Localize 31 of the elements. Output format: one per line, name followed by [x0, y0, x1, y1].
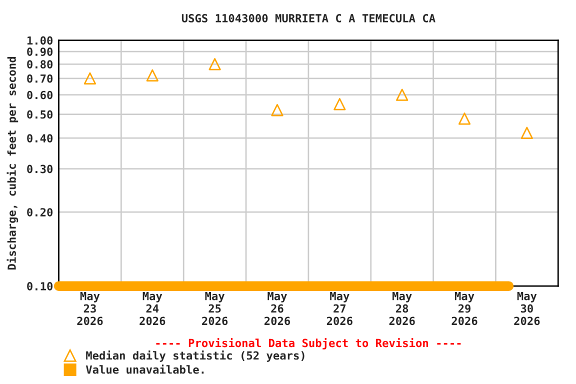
- x-tick-label: May 30 2026: [514, 292, 540, 326]
- y-tick-label: 0.40: [27, 134, 53, 142]
- x-tick-label: May 23 2026: [77, 292, 103, 326]
- point: [396, 88, 408, 101]
- x-tick-label: May 25 2026: [202, 292, 228, 326]
- point: [271, 104, 284, 116]
- x-tick-label: May 27 2026: [326, 292, 352, 326]
- point: [146, 69, 158, 82]
- text: ---- Provisional Data Subject to Revision ----: [156, 338, 461, 350]
- point: [334, 98, 346, 110]
- legend-label: Median daily statistic (52 years): [86, 350, 304, 362]
- point: [84, 72, 96, 84]
- point: [458, 112, 471, 125]
- x-tick-label: May 24 2026: [140, 292, 166, 326]
- y-tick-label: 0.20: [27, 208, 53, 216]
- y-tick-label: 0.80: [27, 60, 53, 69]
- y-tick-label: 0.50: [27, 110, 53, 119]
- y-tick-label: 0.10: [27, 282, 53, 290]
- y-tick-label: 1.00: [27, 36, 53, 45]
- y-tick-label: 0.70: [27, 74, 53, 83]
- legend-label: Value unavailable.: [86, 364, 204, 374]
- x-tick-label: May 28 2026: [389, 292, 415, 326]
- point: [520, 126, 534, 139]
- y-tick-label: 0.90: [27, 48, 53, 56]
- y-tick-label: 0.60: [27, 90, 53, 100]
- point: [208, 58, 221, 70]
- x-tick-label: May 29 2026: [452, 292, 478, 326]
- y-axis-title: Discharge, cubic feet per second: [6, 56, 18, 270]
- chart-title: USGS 11043000 MURRIETA C A TEMECULA CA: [182, 14, 436, 22]
- y-tick-label: 0.30: [27, 164, 53, 174]
- x-tick-label: May 26 2026: [264, 292, 290, 326]
